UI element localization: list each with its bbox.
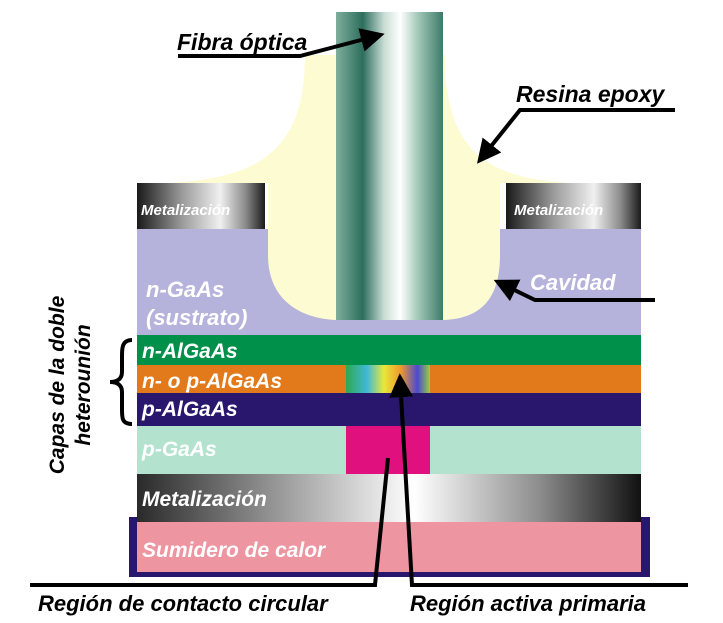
- p-gaas-label: p-GaAs: [141, 438, 217, 461]
- contact-pointer: [30, 457, 390, 587]
- right-metallization: [506, 183, 641, 229]
- n-algaas-label: n-AlGaAs: [142, 340, 238, 363]
- contact-region-label: Región de contacto circular: [38, 591, 329, 616]
- np-algaas-label: n- o p-AlGaAs: [142, 370, 282, 393]
- heatsink-label: Sumidero de calor: [142, 539, 327, 562]
- bottom-metallization: [137, 474, 641, 522]
- active-region: [346, 365, 430, 393]
- p-algaas-layer: [137, 393, 641, 426]
- fiber-label: Fibra óptica: [177, 29, 308, 55]
- heterojunction-label-line1: Capas de la doble: [46, 295, 69, 474]
- fiber-pointer: [178, 28, 385, 58]
- substrate-label-line1: n-GaAs: [146, 277, 224, 302]
- active-pointer: [389, 373, 688, 587]
- resin-label: Resina epoxy: [516, 81, 665, 107]
- left-metallization-label: Metalización: [141, 202, 230, 219]
- heterojunction-brace: [109, 338, 133, 426]
- optical-fiber: [336, 12, 443, 320]
- left-metallization: [137, 183, 265, 229]
- heterojunction-label-line2: heterounión: [72, 324, 95, 445]
- n-algaas-layer: [137, 335, 641, 365]
- bottom-metallization-label: Metalización: [142, 488, 267, 511]
- cavity-pointer: [493, 279, 655, 302]
- substrate-label-line2: (sustrato): [146, 305, 247, 330]
- right-metallization-label: Metalización: [514, 202, 603, 219]
- active-region-label: Región activa primaria: [410, 591, 646, 616]
- cavity-label: Cavidad: [530, 270, 616, 295]
- resin-pointer: [477, 108, 675, 164]
- p-algaas-label: p-AlGaAs: [141, 398, 238, 421]
- heatsink: [137, 522, 641, 572]
